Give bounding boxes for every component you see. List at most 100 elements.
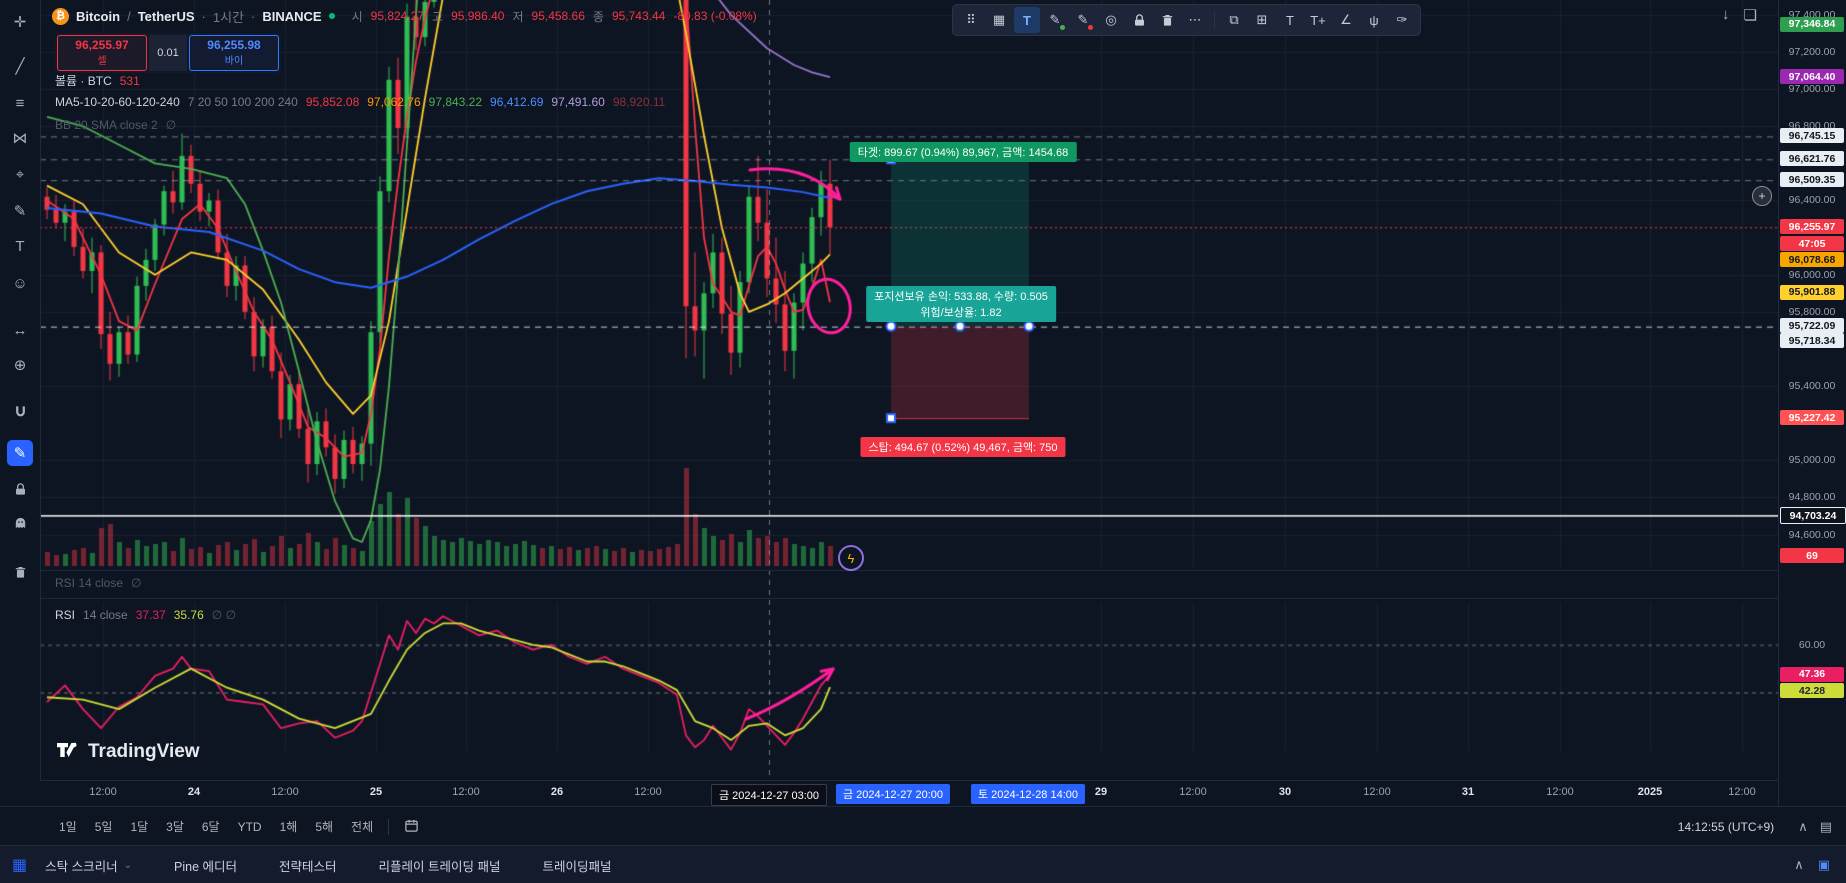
text-tool[interactable]: T — [15, 237, 25, 255]
time-axis-tick: 12:00 — [1179, 786, 1207, 798]
sell-button[interactable]: 96,255.97 셀 — [57, 35, 147, 71]
pitchfork-icon[interactable]: ψ — [1369, 12, 1379, 28]
volume-legend: 볼륨 · BTC 531 — [55, 72, 140, 89]
measure-tool[interactable]: ↔ — [12, 321, 28, 339]
range-button-3달[interactable]: 3달 — [166, 820, 184, 834]
price-axis-label: 94,800.00 — [1788, 491, 1836, 504]
fib-retracement-tool[interactable]: ≡ — [15, 94, 25, 112]
tab-label: Pine 에디터 — [174, 859, 237, 874]
time-axis-tick: 26 — [550, 786, 564, 798]
btc-logo-icon: ₿ — [52, 7, 69, 25]
crosshair-tool[interactable]: ✛ — [13, 14, 27, 31]
dot-separator: · — [201, 8, 206, 24]
add-order-plus-button[interactable]: + — [1752, 186, 1772, 206]
anchored-text-icon[interactable]: T+ — [1310, 12, 1326, 28]
trend-line-tool[interactable]: ╱ — [15, 58, 25, 75]
long-position-icon[interactable]: ⧉ — [1229, 12, 1239, 27]
spread-value: 0.01 — [149, 35, 187, 71]
tab-리플레이-트레이딩-패널[interactable]: 리플레이 트레이딩 패널 — [379, 856, 501, 875]
bb-legend: BB 20 SMA close 2 ∅ — [55, 118, 176, 132]
market-status-dot — [328, 13, 335, 19]
range-button-1해[interactable]: 1해 — [279, 820, 298, 834]
magnet-tool[interactable] — [7, 398, 33, 424]
hide-drawings-tool[interactable] — [7, 509, 33, 535]
stop-label[interactable]: 스탑: 494.67 (0.52%) 49,467, 금액: 750 — [860, 437, 1066, 457]
ohlc-value: 95,824.27 — [370, 9, 425, 23]
ohlc-label: 시 — [351, 9, 363, 24]
price-axis-label: 95,400.00 — [1788, 380, 1836, 393]
price-badge-purple: 97,064.40 — [1780, 69, 1844, 85]
ma-value: 97,491.60 — [551, 95, 605, 109]
change-value: -80.83 (-0.08%) — [673, 9, 757, 23]
eye-off-icon[interactable]: ∅ — [165, 118, 177, 132]
exchange-label[interactable]: BINANCE — [262, 8, 322, 24]
buy-button[interactable]: 96,255.98 바이 — [189, 35, 279, 71]
panel-layout-icon[interactable]: ▣ — [1817, 857, 1830, 872]
range-button-6달[interactable]: 6달 — [201, 820, 220, 834]
pane-separator[interactable] — [40, 570, 1846, 571]
projection-icon[interactable]: ⊞ — [1256, 12, 1268, 27]
screener-grid-icon[interactable]: ▦ — [12, 857, 28, 874]
text-note-icon[interactable]: T — [1286, 12, 1294, 28]
range-button-전체[interactable]: 전체 — [351, 820, 374, 834]
lock-icon[interactable] — [1126, 7, 1152, 33]
position-info-label[interactable]: 포지션보유 손익: 533.88, 수량: 0.505 위험/보상율: 1.82 — [866, 286, 1056, 322]
pane-separator[interactable] — [40, 598, 1846, 599]
text-tool-button[interactable]: T — [1014, 7, 1040, 33]
drawing-mode-tool[interactable]: ✎ — [7, 440, 33, 466]
price-axis[interactable]: 97,400.00 97,200.00 97,000.00 96,800.00 96,4… — [1778, 0, 1846, 806]
trend-angle-icon[interactable]: ∠ — [1340, 12, 1352, 27]
drag-handle-icon[interactable]: ⠿ — [966, 12, 976, 27]
flash-icon[interactable]: ϟ — [838, 545, 864, 571]
collapse-panel-icon[interactable]: ∧ — [1794, 857, 1804, 872]
adjust-panel-icon[interactable]: ▤ — [1819, 818, 1832, 834]
symbol-name[interactable]: Bitcoin — [76, 8, 121, 24]
position-rr-line: 위험/보상율: 1.82 — [920, 307, 1002, 319]
ma-value: 97,843.22 — [428, 95, 483, 109]
rsi-value: 35.76 — [173, 608, 204, 622]
go-to-date-calendar-icon[interactable] — [395, 814, 428, 840]
sticker-icon[interactable]: ◎ — [1105, 12, 1117, 27]
range-button-1일[interactable]: 1일 — [59, 820, 77, 834]
long-position-tool[interactable]: ⌖ — [15, 165, 25, 183]
tab-전략테스터[interactable]: 전략테스터 — [279, 856, 337, 875]
time-axis[interactable]: 12:00 24 12:00 25 12:00 26 12:00 29 12:00 30 12:00… — [40, 780, 1778, 807]
pen-icon[interactable]: ✑ — [1396, 12, 1408, 27]
clock-label[interactable]: 14:12:55 (UTC+9) — [1677, 819, 1775, 834]
layout-grid-icon[interactable]: ▦ — [992, 12, 1006, 27]
pair-name[interactable]: TetherUS — [137, 8, 195, 24]
fullscreen-icon[interactable]: ❏ — [1743, 7, 1757, 24]
tab-트레이딩패널[interactable]: 트레이딩패널 — [542, 856, 611, 875]
range-button-5해[interactable]: 5해 — [315, 820, 334, 834]
zoom-in-tool[interactable]: ⊕ — [13, 357, 27, 374]
delete-drawings-tool[interactable] — [7, 559, 33, 585]
rsi-legend-params: 14 close — [83, 608, 128, 622]
chevron-up-icon[interactable]: ∧ — [1798, 818, 1808, 834]
download-icon[interactable]: ↓ — [1722, 6, 1730, 23]
range-button-YTD[interactable]: YTD — [237, 819, 262, 834]
more-options-icon[interactable]: ⋯ — [1188, 12, 1202, 27]
trash-icon[interactable] — [1154, 7, 1180, 33]
time-axis-tick: 12:00 — [271, 786, 299, 798]
price-badge-target: 96,621.76 — [1780, 151, 1844, 167]
position-pnl-line: 포지션보유 손익: 533.88, 수량: 0.505 — [874, 291, 1048, 303]
rsi-legend: RSI 14 close 37.37 35.76 ∅ ∅ — [55, 608, 236, 622]
emoji-tool[interactable]: ☺ — [12, 274, 28, 292]
tab-screener[interactable]: 스탁 스크리너 ⌄ — [45, 856, 132, 875]
color-dot — [1088, 25, 1093, 30]
interval-label[interactable]: 1시간 — [212, 9, 245, 25]
range-button-5일[interactable]: 5일 — [94, 820, 113, 834]
ma-legend-values: 95,852.08 97,062.76 97,843.22 96,412.69 97,4… — [306, 95, 665, 109]
time-axis-tick: 25 — [369, 786, 383, 798]
brush-tool-button[interactable]: ✎ — [1042, 7, 1068, 33]
rsi-axis-label: 60.00 — [1798, 638, 1826, 651]
price-badge-line3: 95,718.34 — [1780, 333, 1844, 348]
xabcd-pattern-tool[interactable]: ⋈ — [12, 130, 28, 147]
target-label[interactable]: 타겟: 899.67 (0.94%) 89,967, 금액: 1454.68 — [849, 142, 1077, 162]
eye-off-icon[interactable]: ∅ — [131, 576, 142, 590]
lock-drawings-tool[interactable] — [7, 476, 33, 502]
brush-tool[interactable]: ✎ — [13, 203, 27, 220]
tab-pine-에디터[interactable]: Pine 에디터 — [174, 856, 237, 875]
eraser-tool-button[interactable]: ✎ — [1070, 7, 1096, 33]
range-button-1달[interactable]: 1달 — [130, 820, 149, 834]
